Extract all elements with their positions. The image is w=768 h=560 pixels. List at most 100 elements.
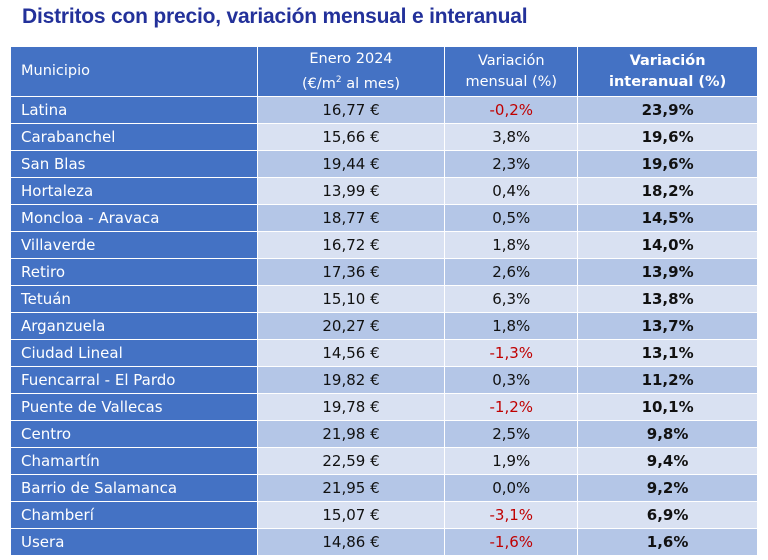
monthly-variation-cell: 0,5% (444, 204, 579, 232)
header-annual-line2: interanual (%) (608, 73, 727, 90)
price-cell: 16,77 € (256, 96, 446, 124)
annual-variation-cell: 9,2% (577, 474, 758, 502)
header-price-unit-pre: (€/m (301, 75, 336, 92)
annual-variation-cell: 19,6% (577, 150, 758, 178)
annual-variation-cell: 1,6% (577, 528, 758, 556)
table-row: Fuencarral - El Pardo 19,82 €0,3% 11,2% (10, 366, 758, 394)
monthly-variation-cell: -1,6% (444, 528, 579, 556)
table-row: San Blas 19,44 €2,3% 19,6% (10, 150, 758, 178)
table-row: Chamartín 22,59 €1,9% 9,4% (10, 447, 758, 475)
header-price-unit-sup: 2 (335, 74, 342, 85)
monthly-variation-cell: 2,5% (444, 420, 579, 448)
district-name-cell: Villaverde (10, 231, 258, 259)
header-annual: Variación interanual (%) (577, 46, 758, 97)
monthly-variation-cell: -3,1% (444, 501, 579, 529)
district-name-cell: Usera (10, 528, 258, 556)
price-cell: 15,07 € (256, 501, 446, 529)
header-monthly: Variación mensual (%) (444, 46, 579, 97)
annual-variation-cell: 23,9% (577, 96, 758, 124)
table-row: Puente de Vallecas 19,78 € -1,2% 10,1% (10, 393, 758, 421)
table-row: Arganzuela 20,27 €1,8% 13,7% (10, 312, 758, 340)
monthly-variation-cell: -1,3% (444, 339, 579, 367)
page-title: Distritos con precio, variación mensual … (22, 5, 528, 28)
price-cell: 15,10 € (256, 285, 446, 313)
annual-variation-cell: 13,8% (577, 285, 758, 313)
table-row: Barrio de Salamanca 21,95 €0,0% 9,2% (10, 474, 758, 502)
district-name-cell: Chamartín (10, 447, 258, 475)
table-header-row: Municipio Enero 2024 (€/m2 al mes) Varia… (10, 46, 758, 97)
price-cell: 19,44 € (256, 150, 446, 178)
header-price: Enero 2024 (€/m2 al mes) (256, 46, 446, 97)
table-row: Usera 14,86 € -1,6% 1,6% (10, 528, 758, 556)
monthly-variation-cell: 3,8% (444, 123, 579, 151)
district-name-cell: Centro (10, 420, 258, 448)
annual-variation-cell: 13,9% (577, 258, 758, 286)
annual-variation-cell: 13,7% (577, 312, 758, 340)
district-name-cell: Retiro (10, 258, 258, 286)
monthly-variation-cell: 0,0% (444, 474, 579, 502)
header-monthly-line2: mensual (%) (465, 73, 558, 90)
table-row: Villaverde 16,72 €1,8% 14,0% (10, 231, 758, 259)
monthly-variation-cell: -1,2% (444, 393, 579, 421)
district-name-cell: Latina (10, 96, 258, 124)
header-price-line1: Enero 2024 (309, 50, 393, 67)
district-name-cell: Barrio de Salamanca (10, 474, 258, 502)
price-cell: 14,86 € (256, 528, 446, 556)
monthly-variation-cell: 0,4% (444, 177, 579, 205)
district-name-cell: Tetuán (10, 285, 258, 313)
monthly-variation-cell: 1,8% (444, 231, 579, 259)
price-cell: 19,78 € (256, 393, 446, 421)
monthly-variation-cell: 0,3% (444, 366, 579, 394)
monthly-variation-cell: 2,3% (444, 150, 579, 178)
district-name-cell: Ciudad Lineal (10, 339, 258, 367)
annual-variation-cell: 14,5% (577, 204, 758, 232)
annual-variation-cell: 11,2% (577, 366, 758, 394)
price-cell: 19,82 € (256, 366, 446, 394)
header-price-unit-post: al mes) (341, 75, 401, 92)
table-row: Carabanchel 15,66 €3,8% 19,6% (10, 123, 758, 151)
district-name-cell: San Blas (10, 150, 258, 178)
district-name-cell: Puente de Vallecas (10, 393, 258, 421)
annual-variation-cell: 9,8% (577, 420, 758, 448)
annual-variation-cell: 13,1% (577, 339, 758, 367)
monthly-variation-cell: 2,6% (444, 258, 579, 286)
price-cell: 14,56 € (256, 339, 446, 367)
monthly-variation-cell: -0,2% (444, 96, 579, 124)
table-row: Moncloa - Aravaca 18,77 €0,5% 14,5% (10, 204, 758, 232)
monthly-variation-cell: 1,8% (444, 312, 579, 340)
table-row: Retiro 17,36 €2,6% 13,9% (10, 258, 758, 286)
header-monthly-line1: Variación (477, 52, 545, 69)
table-row: Tetuán 15,10 €6,3% 13,8% (10, 285, 758, 313)
monthly-variation-cell: 6,3% (444, 285, 579, 313)
annual-variation-cell: 6,9% (577, 501, 758, 529)
price-cell: 22,59 € (256, 447, 446, 475)
district-name-cell: Fuencarral - El Pardo (10, 366, 258, 394)
annual-variation-cell: 18,2% (577, 177, 758, 205)
district-name-cell: Hortaleza (10, 177, 258, 205)
price-cell: 21,95 € (256, 474, 446, 502)
district-name-cell: Moncloa - Aravaca (10, 204, 258, 232)
price-cell: 20,27 € (256, 312, 446, 340)
table-row: Ciudad Lineal 14,56 € -1,3% 13,1% (10, 339, 758, 367)
header-annual-line1: Variación (629, 52, 706, 69)
district-name-cell: Carabanchel (10, 123, 258, 151)
header-municipio: Municipio (10, 46, 258, 97)
monthly-variation-cell: 1,9% (444, 447, 579, 475)
price-cell: 21,98 € (256, 420, 446, 448)
table-row: Centro 21,98 €2,5% 9,8% (10, 420, 758, 448)
annual-variation-cell: 10,1% (577, 393, 758, 421)
price-cell: 17,36 € (256, 258, 446, 286)
table-row: Latina 16,77 € -0,2% 23,9% (10, 96, 758, 124)
table-row: Chamberí 15,07 € -3,1% 6,9% (10, 501, 758, 529)
district-name-cell: Chamberí (10, 501, 258, 529)
annual-variation-cell: 9,4% (577, 447, 758, 475)
price-cell: 15,66 € (256, 123, 446, 151)
district-name-cell: Arganzuela (10, 312, 258, 340)
price-cell: 16,72 € (256, 231, 446, 259)
table-row: Hortaleza 13,99 €0,4% 18,2% (10, 177, 758, 205)
districts-table: Municipio Enero 2024 (€/m2 al mes) Varia… (10, 46, 758, 556)
price-cell: 18,77 € (256, 204, 446, 232)
price-cell: 13,99 € (256, 177, 446, 205)
annual-variation-cell: 19,6% (577, 123, 758, 151)
annual-variation-cell: 14,0% (577, 231, 758, 259)
